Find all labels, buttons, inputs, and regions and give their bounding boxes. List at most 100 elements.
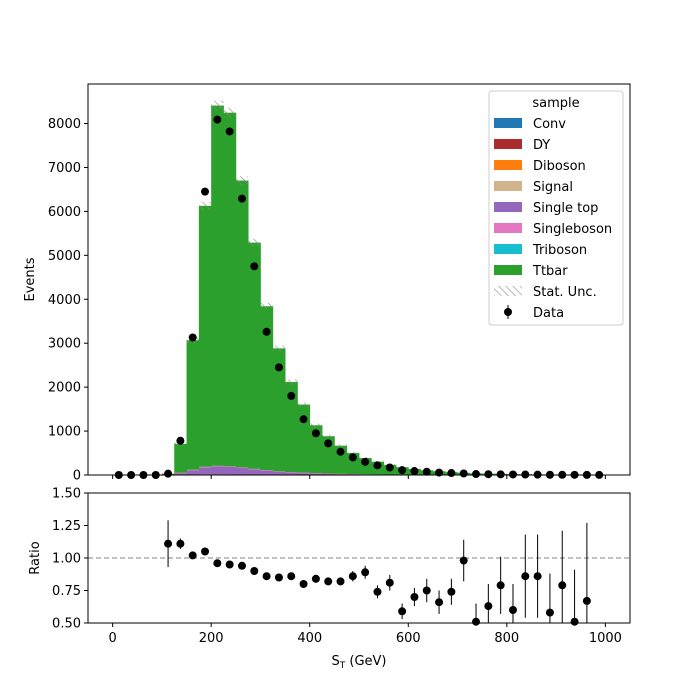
bar-single-top-6	[186, 470, 200, 475]
bar-singleboson-15	[297, 472, 311, 474]
top-ytick-label-8000: 8000	[48, 117, 81, 132]
xtick-label-400: 400	[297, 631, 322, 646]
bar-single-top-15	[297, 472, 311, 475]
bar-single-top-17	[322, 473, 335, 475]
ratio-point-29	[521, 572, 530, 581]
ratio-ytick-label-1: 0.75	[52, 584, 81, 599]
data-point-11	[250, 262, 259, 271]
ratio-point-19	[398, 607, 407, 616]
legend-label-ttbar: Ttbar	[532, 264, 568, 279]
bar-singleboson-5	[174, 472, 187, 474]
data-point-16	[311, 429, 320, 438]
xtick-label-600: 600	[396, 631, 421, 646]
legend-label-single-top: Single top	[533, 201, 598, 216]
ratio-point-22	[435, 598, 444, 607]
ratio-points	[164, 520, 591, 626]
data-point-8	[213, 115, 222, 124]
data-point-10	[237, 194, 246, 203]
bar-ttbar-10	[235, 180, 249, 468]
legend-swatch-triboson	[494, 244, 522, 254]
bar-singleboson-8	[211, 465, 224, 467]
top-x-ticks	[112, 475, 606, 479]
ratio-point-18	[385, 578, 394, 587]
top-ytick-label-7000: 7000	[48, 161, 81, 176]
top-plot-frame	[87, 83, 631, 476]
data-point-7	[201, 187, 210, 196]
data-point-17	[324, 439, 333, 448]
data-point-30	[484, 470, 493, 479]
legend-box	[488, 90, 624, 326]
stat-unc-band-18	[334, 444, 347, 448]
data-point-22	[385, 463, 394, 472]
bottom-x-axis: 0 200 400 600 800 1000	[108, 623, 622, 646]
bar-singleboson-19	[346, 474, 360, 475]
bar-ttbar-14	[285, 382, 298, 473]
data-point-14	[287, 391, 296, 400]
ratio-point-14	[336, 577, 345, 586]
top-ytick-label-4000: 4000	[48, 293, 81, 308]
ratio-ytick-label-3: 1.25	[52, 519, 81, 534]
ratio-point-4	[213, 559, 222, 568]
data-point-32	[508, 470, 517, 479]
ratio-point-33	[570, 617, 579, 626]
data-point-23	[398, 466, 407, 475]
bar-ttbar-9	[223, 112, 237, 467]
ratio-axis-label: Ratio	[28, 541, 43, 574]
ratio-point-20	[410, 593, 419, 601]
ratio-point-3	[201, 547, 210, 556]
ratio-point-31	[545, 608, 554, 617]
bar-singleboson-7	[198, 466, 212, 468]
legend-swatch-ttbar	[494, 265, 522, 275]
legend-swatch-dy	[494, 139, 522, 149]
bar-singleboson-17	[322, 473, 335, 475]
data-point-31	[496, 470, 505, 479]
ratio-point-34	[582, 596, 591, 605]
stat-unc-band-7	[198, 201, 212, 210]
data-point-28	[459, 469, 468, 478]
legend-label-conv: Conv	[533, 117, 566, 132]
legend-entries: Conv DY Diboson Signal Single top Singleboson…	[494, 117, 612, 321]
bar-ttbar-15	[297, 404, 311, 473]
data-point-29	[472, 470, 481, 479]
legend-swatch-single-top	[494, 202, 522, 212]
ratio-point-27	[496, 581, 505, 590]
stat-unc-band-19	[346, 451, 359, 455]
top-y-axis: 0 1000 2000 3000 4000 5000 6000 7000 8000	[48, 117, 88, 484]
stat-unc-band-14	[285, 379, 298, 385]
ratio-point-21	[422, 586, 431, 595]
legend-label-diboson: Diboson	[533, 159, 586, 174]
legend-title: sample	[532, 96, 579, 111]
bar-singleboson-9	[223, 466, 237, 468]
bar-single-top-11	[248, 469, 261, 475]
data-point-4	[164, 469, 173, 478]
bar-singleboson-11	[248, 468, 261, 470]
ratio-point-9	[274, 573, 283, 582]
bar-ttbar-5	[174, 443, 187, 473]
ratio-point-0	[164, 539, 173, 548]
legend-label-data: Data	[533, 306, 564, 321]
ratio-point-13	[324, 577, 333, 586]
ratio-point-2	[188, 551, 197, 560]
ratio-point-26	[484, 602, 493, 611]
top-ytick-label-3000: 3000	[48, 337, 81, 352]
stat-unc-band-10	[235, 176, 249, 185]
stat-unc-band-13	[272, 345, 286, 352]
xtick-label-200: 200	[199, 631, 224, 646]
top-ytick-label-6000: 6000	[48, 205, 81, 220]
ratio-point-1	[176, 539, 185, 548]
ratio-point-32	[558, 581, 567, 590]
data-point-21	[373, 461, 382, 470]
ratio-point-8	[262, 572, 271, 581]
data-point-12	[262, 327, 271, 336]
bottom-y-axis: 0.50 0.75 1.00 1.25 1.50	[52, 487, 88, 632]
bar-singleboson-14	[285, 472, 298, 473]
stat-unc-band-8	[211, 100, 224, 111]
bar-ttbar-7	[198, 205, 212, 467]
ratio-point-6	[237, 561, 246, 570]
x-axis-label: ST (GeV)	[331, 654, 386, 671]
stat-unc-band-15	[297, 402, 310, 407]
y-axis-label: Events	[23, 257, 38, 301]
bar-singleboson-16	[309, 473, 323, 474]
bar-singleboson-13	[272, 471, 286, 472]
